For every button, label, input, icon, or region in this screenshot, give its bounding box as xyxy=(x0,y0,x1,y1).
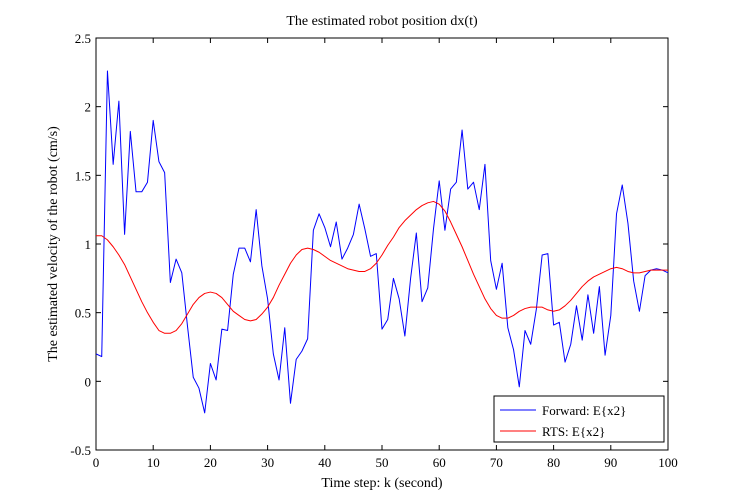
y-tick-label: 0.5 xyxy=(75,306,91,321)
plot-area: 0 10 20 30 40 50 60 70 80 90 100-0.500.511.522.5 xyxy=(70,31,677,470)
x-tick-label: 30 xyxy=(261,455,274,470)
x-tick-label: 90 xyxy=(604,455,617,470)
y-tick-label: 2 xyxy=(85,100,92,115)
series-line-forward xyxy=(95,70,669,414)
y-axis-label: The estimated velocity of the robot (cm/… xyxy=(46,126,61,362)
y-tick-label: 1 xyxy=(85,237,92,252)
x-axis-label: Time step: k (second) xyxy=(321,476,443,491)
legend: Forward: E{x2} RTS: E{x2} xyxy=(493,395,665,443)
x-tick-label: 60 xyxy=(433,455,446,470)
y-tick-label: 2.5 xyxy=(75,31,91,46)
legend-label: RTS: E{x2} xyxy=(542,424,605,439)
legend-box xyxy=(493,395,665,443)
legend-label: Forward: E{x2} xyxy=(542,403,626,418)
x-tick-label: 70 xyxy=(490,455,503,470)
y-tick-label: 1.5 xyxy=(75,168,91,183)
y-tick-label: -0.5 xyxy=(70,443,91,458)
axes-box xyxy=(95,37,669,451)
x-tick-label: 50 xyxy=(376,455,389,470)
chart-title: The estimated robot position dx(t) xyxy=(286,14,478,29)
x-tick-label: 80 xyxy=(547,455,560,470)
x-tick-label: 0 xyxy=(93,455,100,470)
x-tick-label: 20 xyxy=(204,455,217,470)
x-tick-label: 40 xyxy=(318,455,331,470)
x-tick-label: 100 xyxy=(658,455,678,470)
x-tick-label: 10 xyxy=(147,455,160,470)
series-line-rts xyxy=(96,200,668,334)
y-tick-label: 0 xyxy=(85,374,92,389)
